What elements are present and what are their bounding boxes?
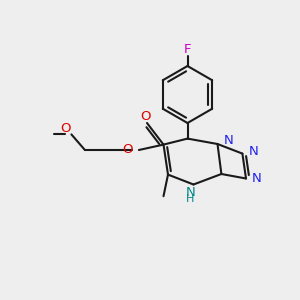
Text: O: O xyxy=(141,110,151,123)
Text: H: H xyxy=(186,194,195,205)
Text: N: N xyxy=(224,134,234,148)
Text: N: N xyxy=(248,145,258,158)
Text: N: N xyxy=(186,186,195,200)
Text: N: N xyxy=(252,172,262,185)
Text: F: F xyxy=(184,43,191,56)
Text: O: O xyxy=(122,143,132,156)
Text: O: O xyxy=(60,122,71,135)
